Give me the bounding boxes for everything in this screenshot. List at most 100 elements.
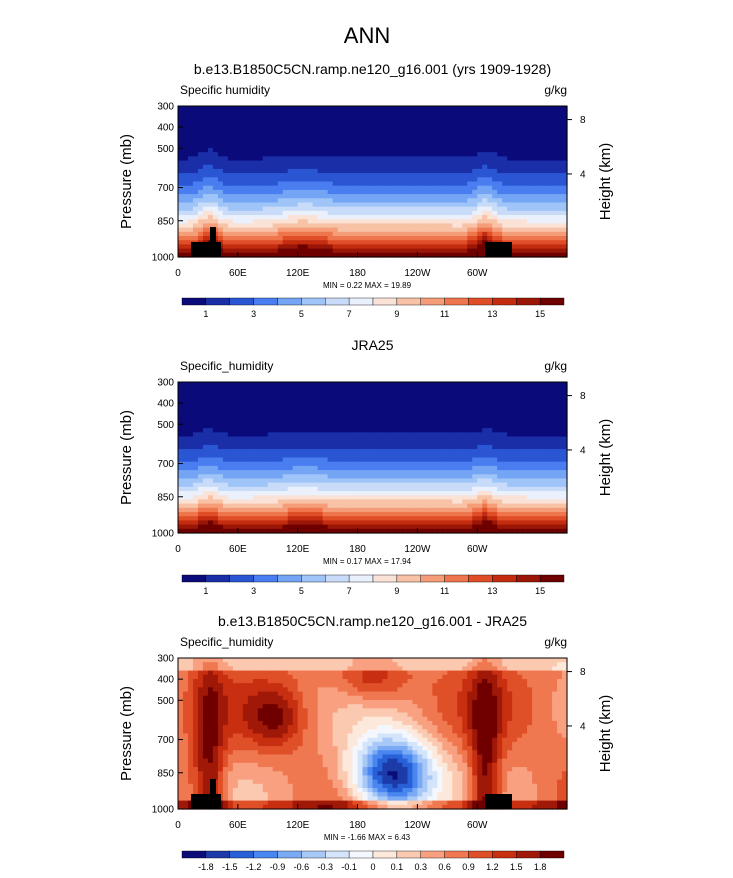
field-cell (303, 219, 309, 224)
field-cell (482, 478, 488, 483)
field-cell (183, 110, 189, 115)
field-cell (303, 382, 309, 387)
field-cell (258, 432, 264, 437)
field-cell (248, 161, 254, 166)
field-cell (482, 123, 488, 128)
field-cell (333, 123, 339, 128)
field-cell (457, 177, 463, 182)
field-cell (373, 491, 379, 496)
field-cell (492, 407, 498, 412)
field-cell (333, 411, 339, 416)
field-cell (522, 135, 528, 140)
field-cell (547, 182, 553, 187)
field-cell (447, 437, 453, 442)
field-cell (238, 169, 244, 174)
field-cell (477, 466, 483, 471)
field-cell (368, 144, 374, 149)
field-cell (198, 223, 204, 228)
field-cell (368, 462, 374, 467)
field-cell (203, 186, 209, 191)
field-cell (492, 169, 498, 174)
field-cell (228, 169, 234, 174)
field-cell (328, 407, 334, 412)
field-cell (278, 190, 284, 195)
field-cell (318, 432, 324, 437)
field-cell (462, 223, 468, 228)
field-cell (552, 148, 558, 153)
field-cell (303, 424, 309, 429)
field-cell (278, 202, 284, 207)
field-cell (432, 140, 438, 145)
field-cell (203, 483, 209, 488)
field-cell (183, 432, 189, 437)
field-cell (532, 211, 538, 216)
field-cell (218, 428, 224, 433)
field-cell (507, 219, 513, 224)
field-cell (223, 428, 229, 433)
field-cell (437, 215, 443, 220)
field-cell (457, 470, 463, 475)
field-cell (517, 478, 523, 483)
field-cell (263, 207, 269, 212)
field-cell (387, 432, 393, 437)
field-cell (193, 173, 199, 178)
field-cell (223, 223, 229, 228)
field-cell (333, 449, 339, 454)
field-cell (447, 491, 453, 496)
field-cell (482, 416, 488, 421)
field-cell (427, 190, 433, 195)
field-cell (328, 399, 334, 404)
field-cell (417, 432, 423, 437)
field-cell (348, 244, 354, 249)
field-cell (303, 458, 309, 463)
y-tick-label: 850 (157, 216, 174, 227)
field-cell (348, 190, 354, 195)
field-cell (293, 403, 299, 408)
field-cell (492, 110, 498, 115)
field-cell (472, 207, 478, 212)
field-cell (452, 131, 458, 136)
field-cell (447, 424, 453, 429)
field-cell (303, 165, 309, 170)
field-cell (273, 173, 279, 178)
field-cell (353, 173, 359, 178)
field-cell (348, 127, 354, 132)
field-cell (353, 428, 359, 433)
field-cell (268, 428, 274, 433)
field-cell (253, 114, 259, 119)
field-cell (467, 424, 473, 429)
field-cell (407, 135, 413, 140)
field-cell (358, 211, 364, 216)
field-cell (527, 395, 533, 400)
field-cell (442, 249, 448, 254)
field-cell (273, 478, 279, 483)
field-cell (188, 165, 194, 170)
field-cell (323, 110, 329, 115)
field-cell (472, 466, 478, 471)
field-cell (417, 223, 423, 228)
field-cell (462, 156, 468, 161)
field-cell (193, 119, 199, 124)
field-cell (492, 399, 498, 404)
field-cell (442, 123, 448, 128)
field-cell (258, 114, 264, 119)
field-cell (318, 411, 324, 416)
field-cell (422, 382, 428, 387)
field-cell (522, 462, 528, 467)
field-cell (208, 416, 214, 421)
field-cell (323, 474, 329, 479)
field-cell (333, 437, 339, 442)
field-cell (407, 236, 413, 241)
field-cell (412, 445, 418, 450)
field-cell (537, 127, 543, 132)
field-cell (228, 449, 234, 454)
field-cell (203, 495, 209, 500)
field-cell (283, 466, 289, 471)
field-cell (308, 462, 314, 467)
field-cell (198, 148, 204, 153)
field-cell (323, 156, 329, 161)
field-cell (263, 144, 269, 149)
field-cell (432, 198, 438, 203)
field-cell (178, 445, 184, 450)
field-cell (303, 169, 309, 174)
